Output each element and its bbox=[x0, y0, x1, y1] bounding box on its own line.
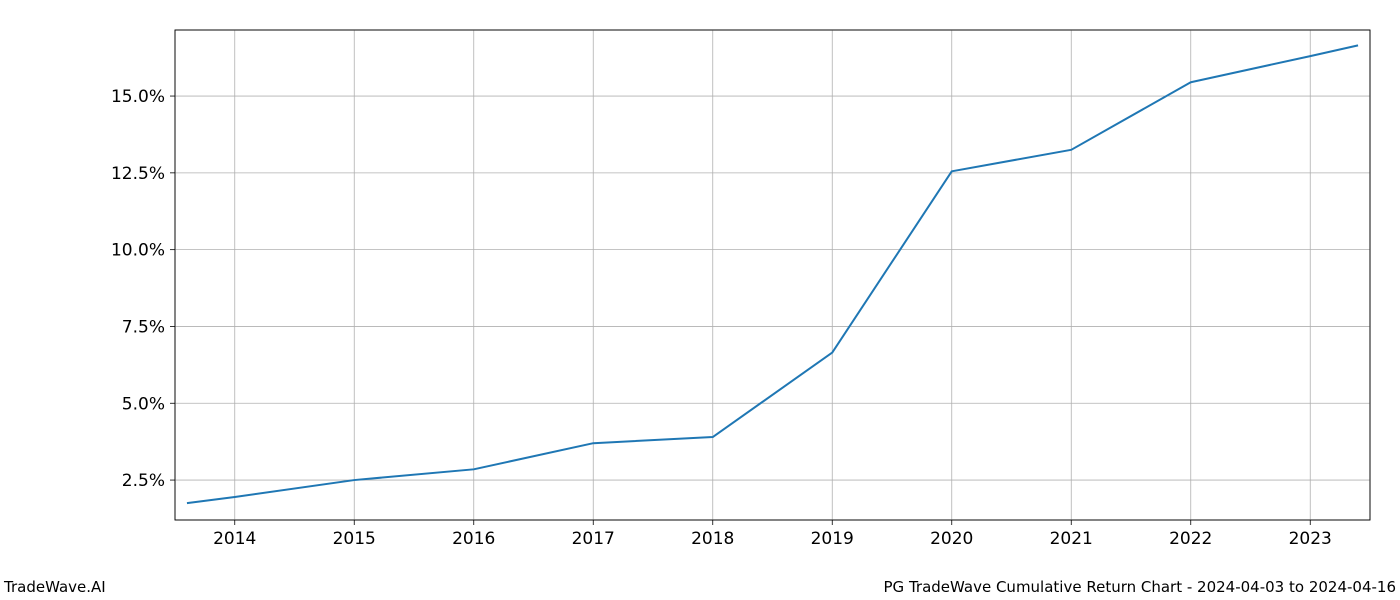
chart-background bbox=[0, 0, 1400, 600]
x-tick-label: 2021 bbox=[1050, 529, 1093, 549]
x-tick-label: 2018 bbox=[691, 529, 734, 549]
x-tick-label: 2022 bbox=[1169, 529, 1212, 549]
x-tick-label: 2014 bbox=[213, 529, 256, 549]
brand-label: TradeWave.AI bbox=[4, 578, 106, 596]
x-tick-label: 2017 bbox=[572, 529, 615, 549]
y-tick-label: 15.0% bbox=[111, 87, 165, 107]
x-tick-label: 2019 bbox=[811, 529, 854, 549]
chart-footer: TradeWave.AI PG TradeWave Cumulative Ret… bbox=[0, 572, 1400, 600]
chart-container: 2014 2015 2016 2017 2018 2019 2020 2021 2022 2023… bbox=[0, 0, 1400, 600]
y-tick-label: 2.5% bbox=[122, 471, 165, 491]
chart-title: PG TradeWave Cumulative Return Chart - 2… bbox=[884, 578, 1396, 596]
y-tick-label: 10.0% bbox=[111, 241, 165, 261]
line-chart: 2014 2015 2016 2017 2018 2019 2020 2021 2022 2023… bbox=[0, 0, 1400, 600]
x-tick-label: 2015 bbox=[333, 529, 376, 549]
y-tick-label: 12.5% bbox=[111, 164, 165, 184]
x-tick-label: 2020 bbox=[930, 529, 973, 549]
x-tick-label: 2016 bbox=[452, 529, 495, 549]
y-tick-label: 5.0% bbox=[122, 394, 165, 414]
x-tick-label: 2023 bbox=[1289, 529, 1332, 549]
y-tick-label: 7.5% bbox=[122, 317, 165, 337]
